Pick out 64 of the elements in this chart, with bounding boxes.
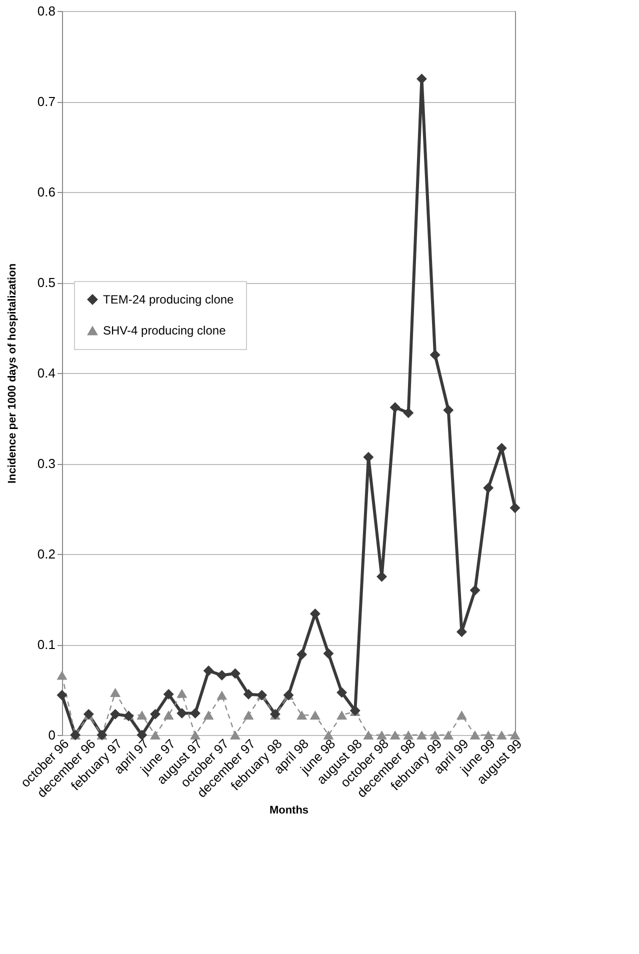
point — [56, 670, 68, 680]
point — [443, 404, 454, 416]
point — [243, 689, 254, 700]
point — [56, 690, 68, 700]
y-tick-label: 0 — [48, 728, 56, 742]
point — [150, 708, 161, 720]
y-tick-label: 0.8 — [37, 4, 56, 18]
point — [323, 648, 334, 659]
point — [416, 730, 427, 740]
y-tick-label: 0.1 — [37, 637, 56, 652]
point — [363, 452, 374, 462]
legend-label: SHV-4 producing clone — [103, 324, 226, 338]
y-tick-label: 0.5 — [37, 275, 56, 290]
point — [296, 649, 308, 660]
point — [163, 689, 174, 700]
legend-label: TEM-24 producing clone — [103, 292, 234, 306]
point — [456, 626, 467, 638]
point — [176, 708, 188, 719]
point — [403, 408, 414, 418]
x-axis-title: Months — [269, 804, 309, 816]
point — [310, 608, 320, 619]
point — [376, 730, 388, 740]
point — [150, 730, 161, 740]
point — [403, 730, 414, 740]
point — [296, 710, 308, 720]
point — [310, 710, 320, 720]
y-tick-label: 0.6 — [37, 184, 56, 200]
point — [416, 74, 427, 84]
point — [456, 710, 467, 720]
point — [216, 670, 228, 681]
point — [336, 710, 348, 720]
point — [163, 710, 174, 720]
point — [243, 710, 254, 720]
point — [430, 350, 440, 360]
point — [390, 402, 400, 413]
point — [136, 710, 148, 720]
y-tick-label: 0.3 — [37, 456, 56, 471]
point — [483, 482, 494, 494]
point — [110, 708, 121, 720]
y-tick-label: 0.7 — [37, 94, 56, 109]
point — [470, 584, 480, 596]
point — [496, 730, 507, 740]
point — [390, 730, 400, 740]
point — [176, 688, 188, 698]
point — [203, 710, 214, 720]
point — [190, 730, 200, 740]
point — [110, 688, 121, 698]
point — [510, 730, 520, 740]
point — [230, 668, 240, 679]
point — [203, 666, 214, 676]
y-tick-label: 0.4 — [37, 366, 56, 380]
point — [483, 730, 494, 740]
point — [230, 730, 240, 740]
y-axis-title: Incidence per 1000 days of hospitalization — [6, 263, 18, 484]
point — [190, 708, 200, 719]
point — [470, 730, 480, 740]
point — [510, 502, 520, 514]
y-tick-label: 0.2 — [37, 546, 56, 562]
point — [430, 730, 440, 740]
point — [336, 687, 348, 698]
point — [216, 690, 228, 700]
point — [443, 730, 454, 740]
point — [323, 730, 334, 740]
point — [363, 730, 374, 740]
